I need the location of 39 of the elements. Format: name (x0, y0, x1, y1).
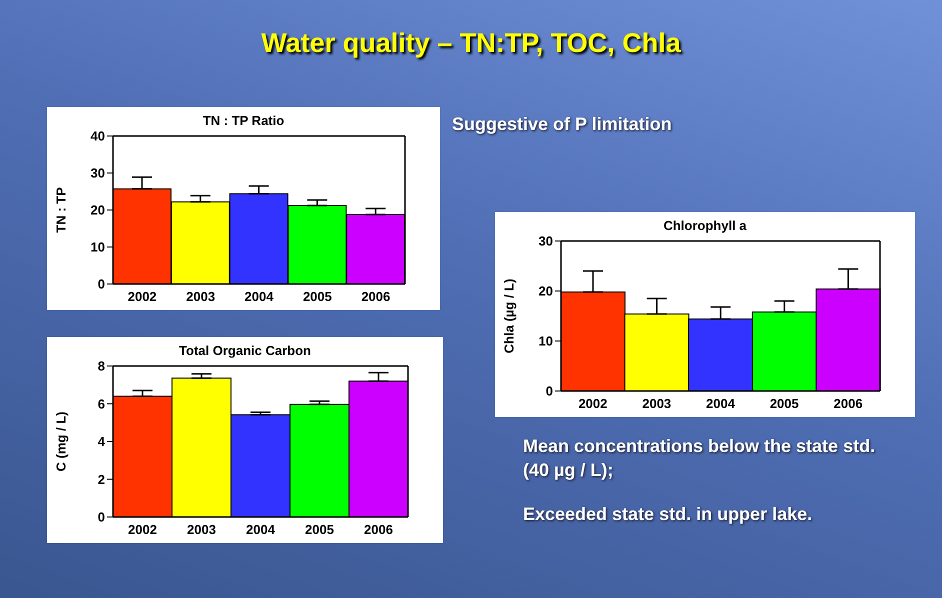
x-tick-label: 2006 (361, 289, 390, 304)
x-tick-label: 2002 (578, 396, 608, 412)
y-axis-title: C (mg / L) (54, 412, 69, 472)
y-tick-label: 0 (546, 384, 553, 399)
y-tick-label: 2 (98, 472, 105, 487)
y-tick-label: 0 (98, 510, 105, 525)
x-tick-label: 2002 (128, 522, 157, 538)
x-tick-label: 2005 (770, 396, 799, 412)
text: Mean concentrations below the state std. (40 µg / L); (523, 435, 876, 482)
y-tick-label: 30 (90, 166, 105, 181)
y-axis-title: Chla (µg / L) (502, 278, 517, 354)
x-tick-label: 2003 (187, 522, 216, 538)
text: Exceeded state std. in upper lake. (523, 503, 814, 526)
y-tick-label: 20 (538, 284, 553, 299)
y-tick-label: 8 (98, 358, 105, 374)
y-tick-label: 0 (98, 276, 105, 292)
y-tick-label: 20 (90, 202, 105, 218)
y-tick-label: 10 (538, 334, 553, 349)
y-tick-label: 40 (90, 128, 105, 144)
y-tick-label: 10 (90, 240, 105, 255)
y-tick-label: 30 (538, 234, 553, 249)
x-tick-label: 2005 (305, 522, 334, 538)
chart-title: Chlorophyll a (662, 218, 748, 233)
x-tick-label: 2003 (642, 396, 672, 412)
y-axis-title: TN : TP (54, 186, 69, 233)
chart-title: TN : TP Ratio (202, 113, 286, 128)
text: Suggestive of P limitation (452, 113, 673, 136)
x-tick-label: 2004 (706, 396, 736, 412)
text: Water quality – TN:TP, TOC, Chla (260, 28, 682, 59)
x-tick-label: 2004 (244, 289, 274, 304)
y-tick-label: 4 (98, 434, 106, 450)
y-tick-label: 6 (98, 396, 105, 412)
x-tick-label: 2003 (186, 289, 216, 304)
x-tick-label: 2005 (302, 289, 332, 304)
x-tick-label: 2006 (834, 396, 863, 412)
x-tick-label: 2004 (246, 522, 276, 538)
x-tick-label: 2002 (128, 289, 157, 304)
x-tick-label: 2006 (364, 522, 393, 538)
chart-title: Total Organic Carbon (178, 343, 312, 358)
